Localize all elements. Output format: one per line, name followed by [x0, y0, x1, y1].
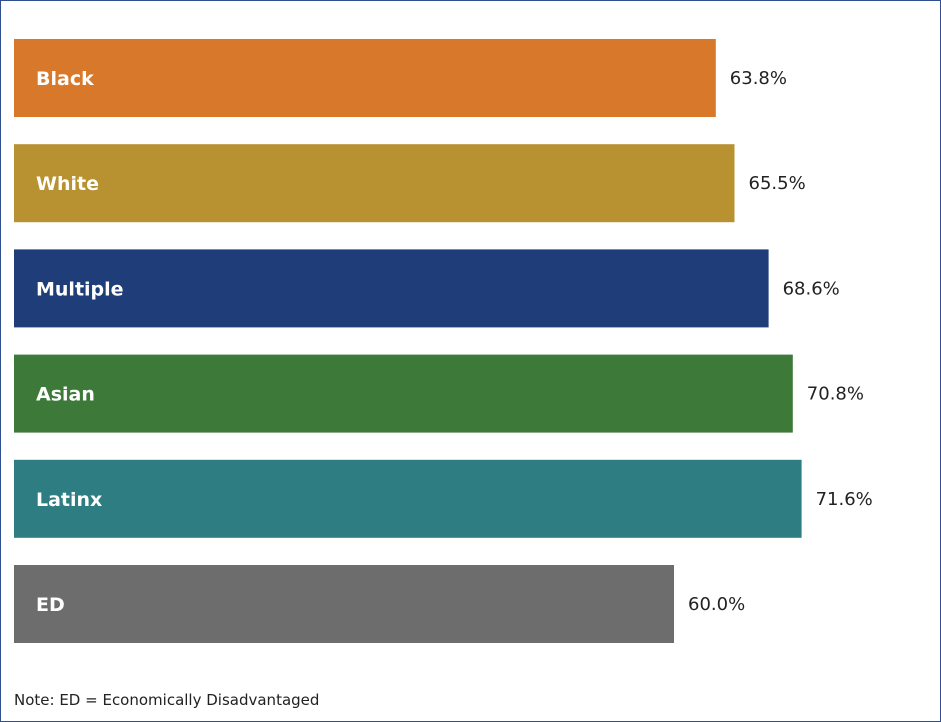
value-label-black: 63.8%	[730, 68, 787, 89]
value-label-multiple: 68.6%	[783, 278, 840, 299]
bar-ed	[14, 565, 674, 643]
chart-note: Note: ED = Economically Disadvantaged	[14, 691, 320, 709]
bar-chart: Black 63.8% White 65.5% Multiple 68.6% Asian 70…	[14, 39, 873, 643]
bar-black	[14, 39, 716, 117]
category-label-multiple: Multiple	[36, 278, 124, 300]
value-label-white: 65.5%	[749, 173, 806, 194]
bar-multiple	[14, 249, 769, 328]
bar-latinx	[14, 459, 802, 538]
category-label-ed: ED	[36, 594, 65, 616]
bar-asian	[14, 354, 793, 433]
category-label-asian: Asian	[36, 384, 95, 406]
value-label-asian: 70.8%	[807, 384, 864, 405]
bar-white	[14, 144, 735, 223]
value-label-latinx: 71.6%	[816, 489, 873, 510]
category-label-black: Black	[36, 68, 94, 90]
value-label-ed: 60.0%	[688, 594, 745, 615]
category-label-white: White	[36, 173, 99, 195]
category-label-latinx: Latinx	[36, 489, 102, 511]
